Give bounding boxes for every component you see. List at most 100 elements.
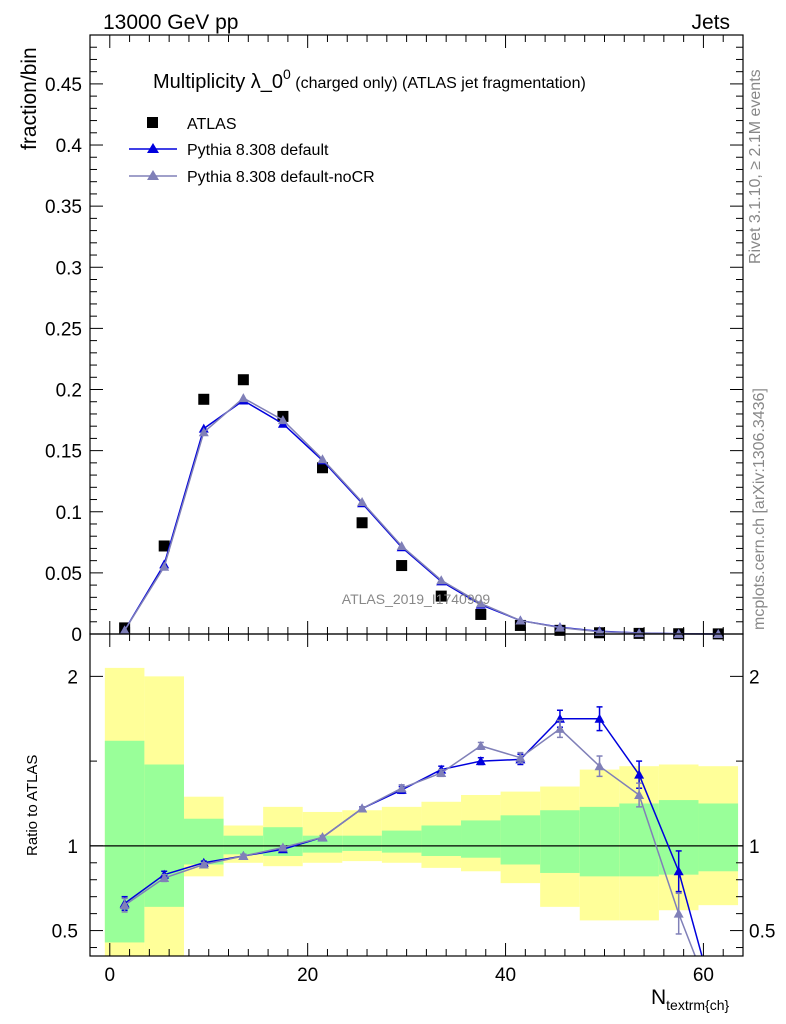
ratio-band-green — [461, 820, 501, 858]
ratio-point-nocr — [159, 873, 170, 883]
ratio-point-nocr — [396, 783, 407, 793]
ratio-point-nocr — [673, 908, 684, 918]
main-point-nocr — [396, 540, 407, 550]
main-y-tick-label: 0.05 — [45, 564, 82, 585]
main-title: Multiplicity λ_00 (charged only) (ATLAS … — [153, 66, 586, 93]
main-point-nocr — [634, 628, 645, 638]
rivet-label: Rivet 3.1.10, ≥ 2.1M events — [747, 69, 764, 264]
main-point-atlas — [396, 560, 408, 572]
legend-label-default: Pythia 8.308 default — [187, 142, 329, 159]
main-point-atlas — [158, 540, 170, 552]
x-tick-label: 40 — [495, 965, 516, 986]
ratio-y-tick-label-right: 2 — [749, 667, 760, 688]
ratio-band-green — [223, 835, 264, 855]
main-point-atlas — [356, 517, 368, 529]
ratio-line-nocr — [124, 727, 696, 956]
main-point-atlas — [317, 462, 329, 474]
main-point-nocr — [554, 622, 565, 632]
x-axis-label: Ntextrm{ch} — [651, 986, 730, 1013]
ratio-band-green — [619, 803, 659, 877]
main-point-nocr — [317, 454, 328, 464]
x-tick-label: 20 — [297, 965, 318, 986]
main-point-nocr — [673, 628, 684, 638]
main-point-nocr — [277, 415, 288, 425]
main-y-tick-label: 0.3 — [56, 258, 82, 279]
ratio-point-nocr — [436, 767, 447, 777]
ratio-band-green — [500, 815, 541, 865]
ratio-axes: 0.5 0.51 12 20 20 40 60 — [52, 634, 775, 986]
main-y-tick-label: 0 — [71, 625, 82, 646]
ratio-band-green — [381, 830, 422, 853]
legend-marker-atlas — [147, 117, 158, 128]
ratio-point-nocr — [317, 832, 328, 842]
main-point-nocr — [357, 496, 368, 506]
ratio-point-nocr — [634, 790, 645, 799]
main-point-nocr — [238, 393, 249, 403]
main-point-nocr — [119, 625, 130, 635]
ratio-band-green — [421, 825, 462, 857]
main-line-nocr — [123, 397, 719, 635]
main-y-tick-label: 0.25 — [45, 319, 82, 340]
legend-label-nocr: Pythia 8.308 default-noCR — [187, 169, 375, 186]
ratio-frame — [89, 633, 744, 957]
x-tick-label: 0 — [104, 965, 115, 986]
ratio-band-green — [579, 806, 620, 877]
main-point-nocr — [436, 575, 447, 585]
ratio-y-tick-label: 1 — [67, 837, 78, 858]
ratio-point-default — [634, 769, 645, 779]
ratio-band-green — [144, 764, 184, 907]
ratio-y-tick-label: 0.5 — [52, 922, 78, 943]
main-y-axis-label: fraction/bin — [18, 47, 41, 150]
ratio-point-nocr — [515, 752, 526, 762]
ratio-marks — [90, 667, 743, 956]
ratio-line-default — [124, 717, 703, 956]
ratio-point-nocr — [475, 740, 486, 750]
ratio-y-axis-label: Ratio to ATLAS — [24, 755, 41, 856]
ratio-point-nocr — [198, 859, 209, 869]
main-point-atlas — [237, 374, 249, 386]
ratio-band-green — [183, 818, 224, 865]
main-point-nocr — [159, 561, 170, 571]
main-panel: ATLAS_2019_I1740909 00.050.10.150.20.250… — [18, 34, 744, 646]
main-point-atlas — [475, 608, 487, 620]
ratio-point-nocr — [238, 851, 249, 861]
main-y-tick-label: 0.2 — [56, 381, 82, 402]
ratio-panel: 0.5 0.51 12 20 20 40 60 Ratio to ATLAS Ntextrm… — [24, 633, 775, 1013]
main-point-nocr — [475, 598, 486, 608]
watermark: ATLAS_2019_I1740909 — [342, 591, 491, 607]
ratio-point-nocr — [119, 900, 130, 910]
main-point-atlas — [514, 619, 526, 631]
ratio-point-nocr — [554, 723, 565, 733]
ratio-point-default — [594, 713, 605, 723]
main-point-atlas — [198, 393, 210, 405]
ratio-band-green — [342, 835, 382, 851]
ratio-y-tick-label: 2 — [67, 667, 78, 688]
ratio-band-green — [698, 803, 739, 872]
ratio-point-default — [475, 756, 486, 766]
x-tick-label: 60 — [693, 965, 714, 986]
legend-marker-default — [147, 143, 159, 153]
legend-marker-nocr — [147, 170, 159, 180]
main-point-atlas — [435, 590, 447, 602]
main-y-tick-label: 0.35 — [45, 197, 82, 218]
main-point-nocr — [198, 427, 209, 437]
header-right: Jets — [691, 11, 730, 34]
main-axes: 0 0.05 0.1 0.15 0.2 0.25 0.3 0.35 0.4 0.45 — [45, 35, 743, 646]
ratio-band-green — [540, 810, 580, 873]
mcplots-label: mcplots.cern.ch [arXiv:1306.3436] — [751, 388, 768, 630]
main-y-tick-label: 0.1 — [56, 503, 82, 524]
main-y-tick-label: 0.45 — [45, 75, 82, 96]
header-left: 13000 GeV pp — [103, 11, 238, 34]
ratio-point-nocr — [357, 803, 368, 813]
ratio-y-tick-label-right: 0.5 — [749, 922, 775, 943]
legend: ATLAS Pythia 8.308 default Pythia 8.308 … — [129, 116, 375, 186]
ratio-point-nocr — [594, 761, 605, 771]
main-y-tick-label: 0.4 — [56, 136, 83, 157]
legend-label-atlas: ATLAS — [187, 116, 237, 133]
ratio-y-tick-label-right: 1 — [749, 837, 760, 858]
main-point-nocr — [515, 615, 526, 625]
ratio-point-default — [673, 866, 684, 876]
ratio-point-nocr — [277, 842, 288, 852]
main-y-tick-label: 0.15 — [45, 442, 82, 463]
